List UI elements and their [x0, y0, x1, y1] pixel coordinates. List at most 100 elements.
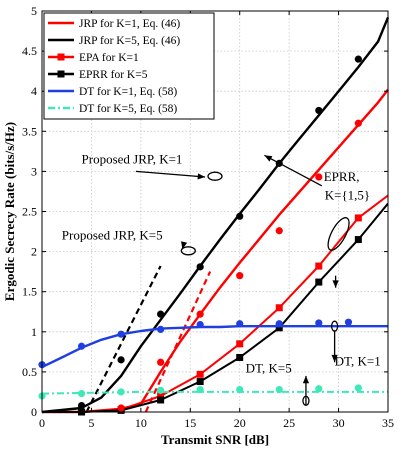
y-tick-label: 0.5 — [22, 365, 37, 379]
annotation-label: DT, K=5 — [246, 361, 292, 376]
sim-point — [196, 320, 204, 329]
series-marker — [236, 340, 244, 348]
series-line — [41, 325, 388, 369]
sim-point — [275, 227, 283, 235]
series-line — [41, 16, 390, 414]
sim-point — [196, 263, 204, 271]
sim-point — [236, 212, 244, 220]
sim-point — [344, 318, 353, 326]
legend-label: JRP for K=1, Eq. (46) — [79, 18, 180, 30]
y-tick-label: 1 — [31, 325, 37, 339]
sim-point — [315, 385, 323, 393]
sim-point — [275, 385, 283, 394]
sim-point — [196, 385, 204, 394]
series-marker — [157, 392, 165, 400]
y-axis-label: Ergodic Secrecy Rate (bits/s/Hz) — [2, 122, 17, 301]
y-tick-label: 3 — [31, 164, 37, 178]
legend-marker — [57, 70, 65, 78]
annotation-arrow — [135, 170, 206, 178]
y-tick-label: 4 — [31, 84, 37, 98]
sim-point — [77, 389, 86, 398]
sim-point — [157, 325, 165, 333]
x-tick-label: 0 — [39, 416, 45, 430]
sim-point — [315, 173, 323, 181]
legend-label: EPA for K=1 — [79, 52, 139, 64]
annotation-arrow — [264, 154, 323, 187]
legend-label: JRP for K=5, Eq. (46) — [79, 35, 180, 47]
sim-point — [117, 356, 125, 364]
sim-point — [275, 320, 283, 328]
annotations: Proposed JRP, K=1 Proposed JRP, K=5 EPRR, K… — [62, 151, 381, 406]
x-tick-label: 25 — [283, 416, 295, 430]
data-layer — [38, 16, 390, 416]
series-marker — [157, 396, 165, 404]
annotation-ellipse — [180, 246, 196, 256]
sim-point — [117, 388, 125, 396]
x-tick-label: 30 — [333, 416, 345, 430]
series-marker — [196, 378, 204, 386]
annotation-label: K={1,5} — [325, 187, 370, 202]
legend-box — [43, 12, 215, 120]
annotation-arrowhead — [264, 155, 273, 162]
series-line — [41, 390, 388, 395]
series-marker — [196, 370, 204, 378]
y-tick-label: 0 — [31, 405, 37, 419]
x-tick-label: 5 — [88, 416, 94, 430]
sim-point — [236, 272, 244, 280]
sim-point — [196, 310, 204, 318]
annotation-ellipse — [207, 171, 223, 181]
sim-point — [157, 358, 165, 366]
annotation-label: DT, K=1 — [335, 353, 381, 368]
series-marker — [236, 353, 244, 361]
ticks: 0 5 10 15 20 25 30 35 0 0.5 1 1.5 2 2.5 3 3.5 4 4.5 5 — [22, 4, 394, 430]
series-marker — [275, 324, 283, 332]
series-marker — [354, 236, 362, 244]
x-tick-label: 15 — [184, 416, 196, 430]
y-tick-label: 4.5 — [22, 44, 37, 58]
y-tick-label: 5 — [31, 4, 37, 18]
legend-label: EPRR for K=5 — [79, 69, 148, 81]
annotation-arrowhead — [331, 354, 338, 363]
annotation-label: Proposed JRP, K=5 — [62, 228, 163, 243]
sim-point — [354, 119, 362, 127]
sim-point — [354, 384, 362, 392]
sim-point — [315, 319, 323, 327]
annotation-ellipse — [327, 217, 350, 251]
series-line — [42, 202, 389, 413]
y-tick-label: 2.5 — [22, 205, 37, 219]
y-tick-label: 1.5 — [22, 285, 37, 299]
asymptote-line — [144, 271, 212, 413]
x-tick-label: 10 — [135, 416, 147, 430]
annotation-arrowhead — [197, 173, 206, 180]
sim-point — [117, 330, 125, 338]
y-tick-label: 2 — [31, 245, 37, 259]
sim-point — [117, 404, 125, 412]
sim-point — [77, 401, 86, 410]
sim-point — [236, 385, 244, 394]
sim-point — [354, 55, 362, 63]
legend-marker — [57, 53, 65, 61]
series-marker — [354, 214, 362, 222]
asymptote-line — [85, 265, 162, 413]
x-tick-label: 20 — [234, 416, 246, 430]
legend-label: DT for K=5, Eq. (58) — [79, 103, 177, 115]
sim-point — [77, 342, 86, 350]
annotation-label: EPRR, — [324, 169, 360, 184]
series-marker — [315, 262, 323, 270]
x-axis-label: Transmit SNR [dB] — [161, 432, 269, 447]
legend: JRP for K=1, Eq. (46) JRP for K=5, Eq. (4… — [43, 12, 215, 120]
sim-point — [157, 310, 165, 318]
sim-point — [157, 386, 165, 394]
annotation-arrowhead — [332, 280, 339, 288]
sim-point — [315, 106, 323, 115]
sim-point — [236, 320, 244, 328]
legend-label: DT for K=1, Eq. (58) — [79, 86, 177, 98]
series-marker — [275, 304, 283, 312]
y-tick-label: 3.5 — [22, 124, 37, 138]
annotation-arrowhead — [181, 241, 188, 250]
annotation-label: Proposed JRP, K=1 — [82, 151, 183, 166]
x-tick-label: 35 — [382, 416, 394, 430]
series-marker — [315, 278, 323, 286]
annotation-arrowhead — [302, 375, 310, 384]
